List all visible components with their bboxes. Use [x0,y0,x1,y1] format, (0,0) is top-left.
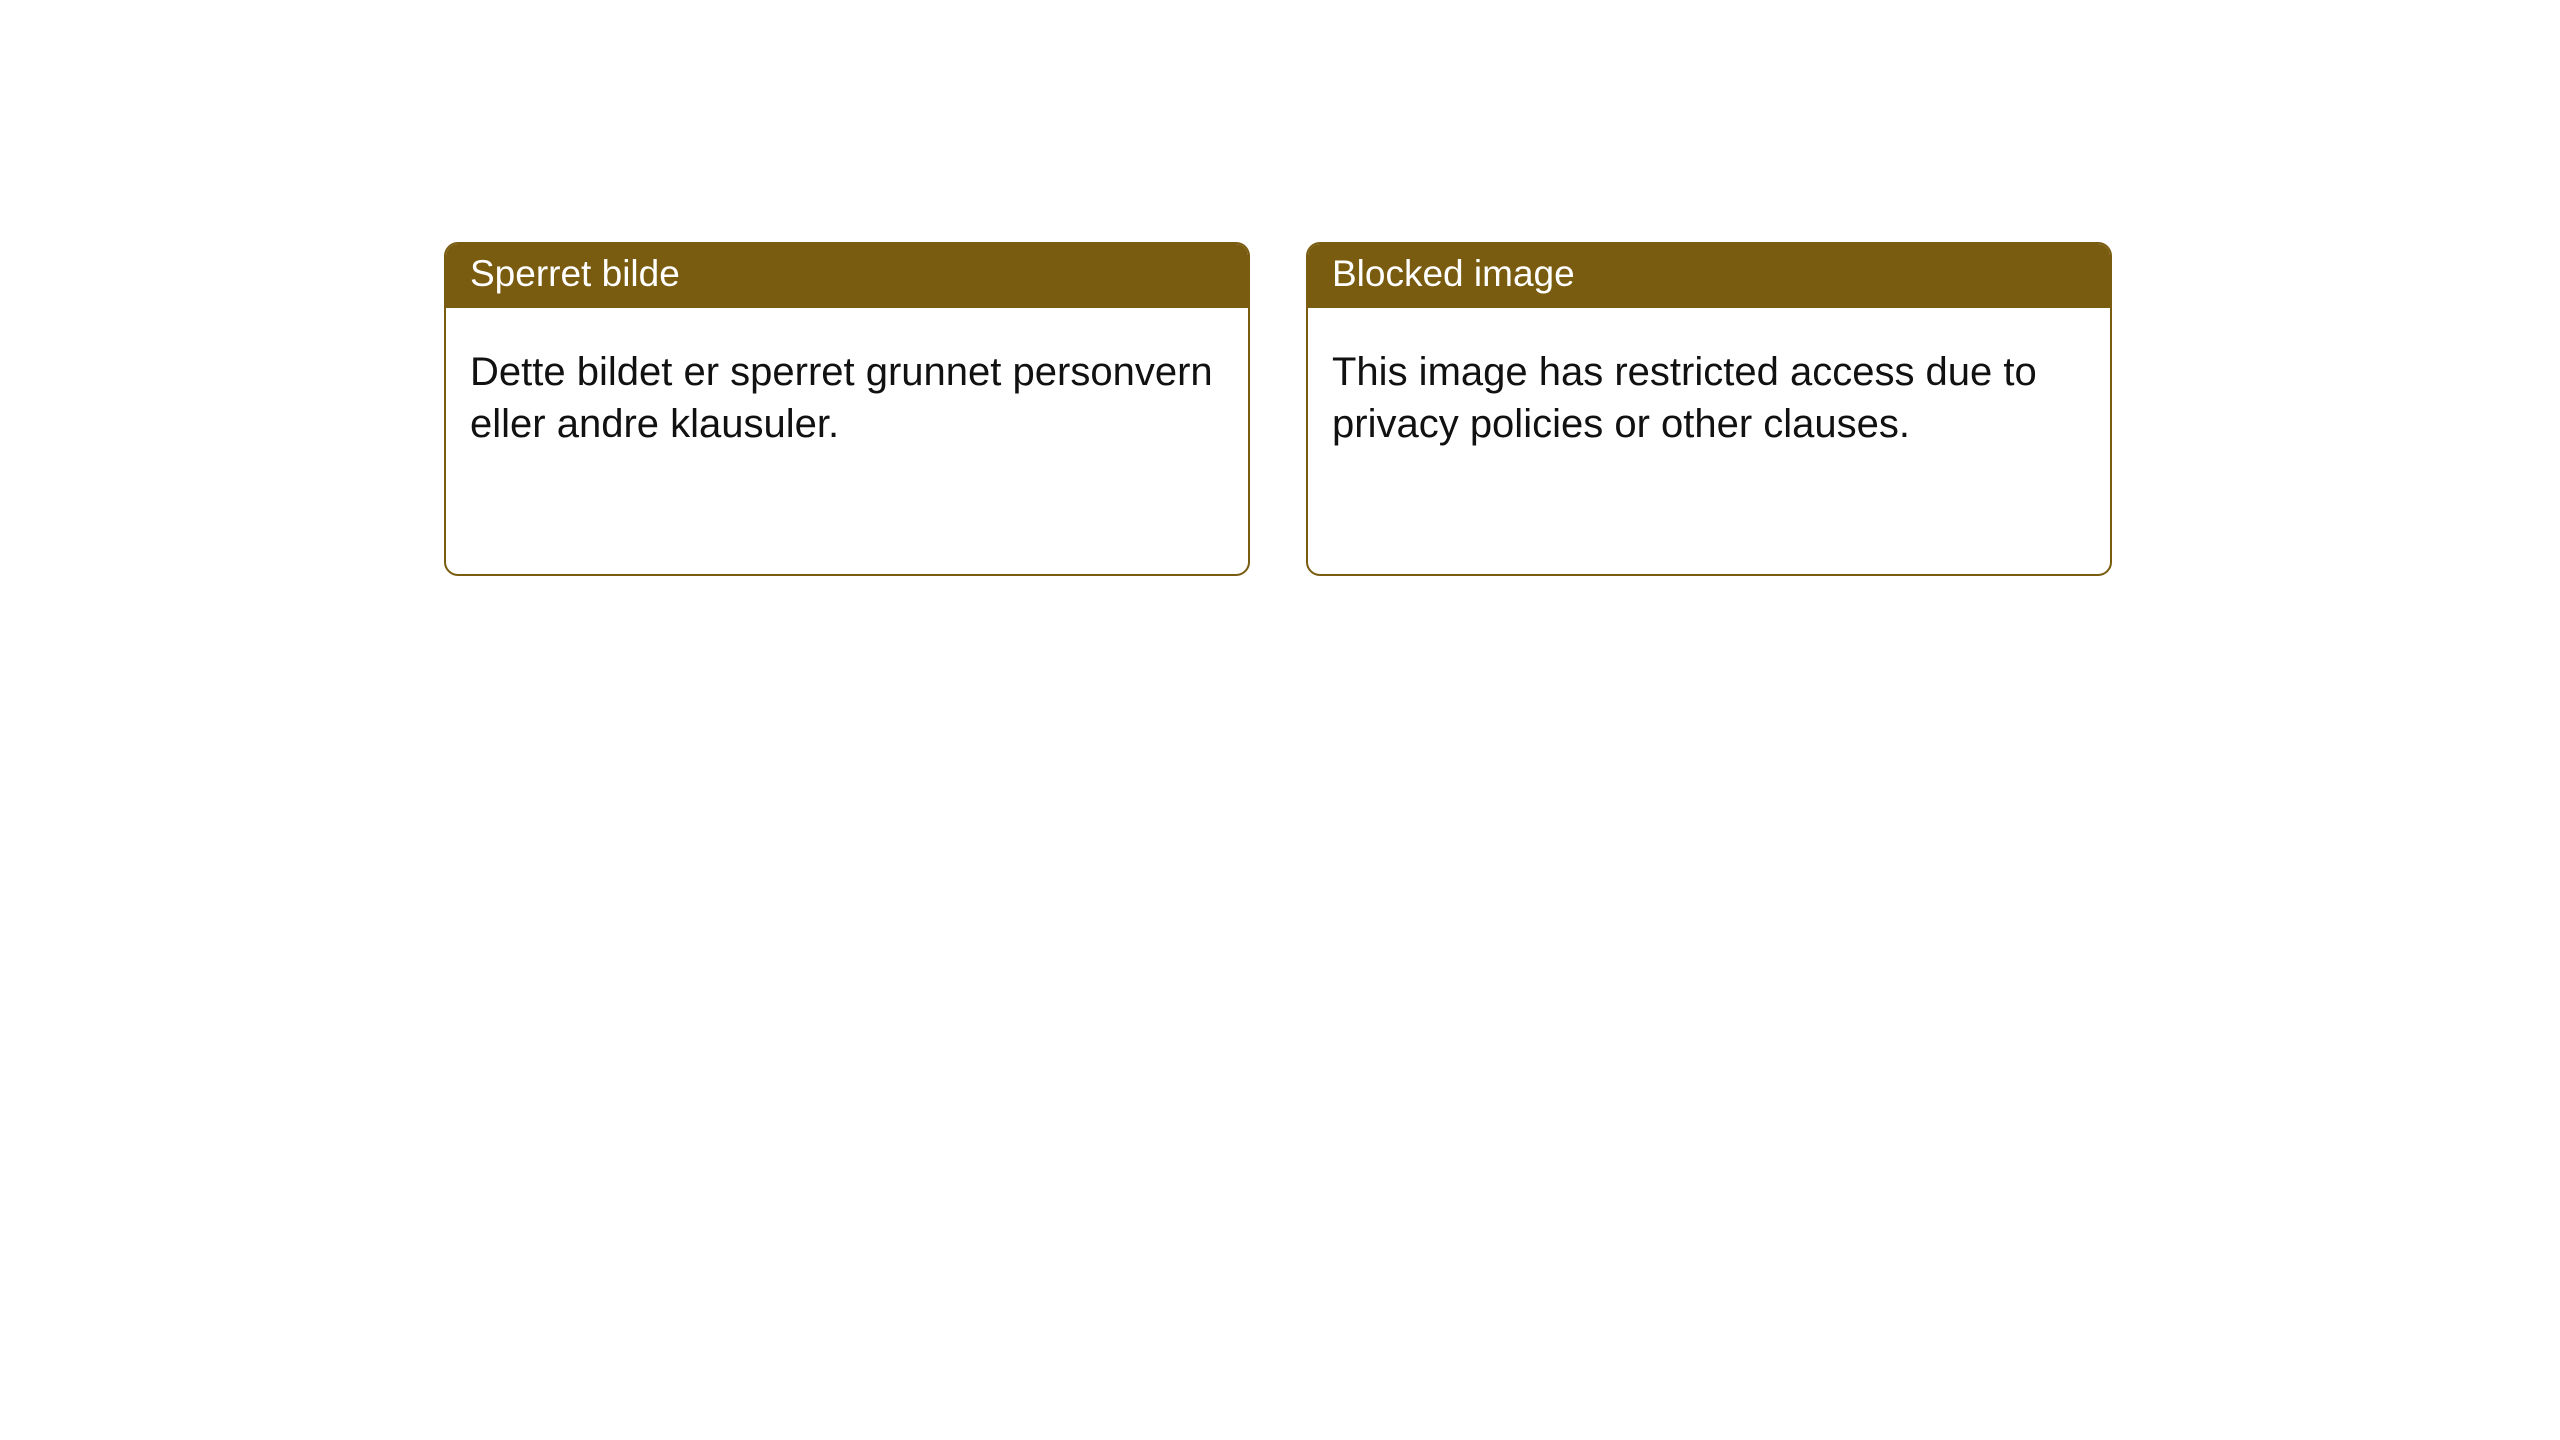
notice-card-norwegian: Sperret bilde Dette bildet er sperret gr… [444,242,1250,576]
notice-body: This image has restricted access due to … [1308,308,2110,474]
notice-body-text: This image has restricted access due to … [1332,350,2037,446]
notice-body-text: Dette bildet er sperret grunnet personve… [470,350,1213,446]
notice-body: Dette bildet er sperret grunnet personve… [446,308,1248,474]
notice-title: Blocked image [1332,253,1575,294]
notice-header: Blocked image [1308,244,2110,308]
notice-card-english: Blocked image This image has restricted … [1306,242,2112,576]
notice-container: Sperret bilde Dette bildet er sperret gr… [0,0,2560,576]
notice-header: Sperret bilde [446,244,1248,308]
notice-title: Sperret bilde [470,253,680,294]
